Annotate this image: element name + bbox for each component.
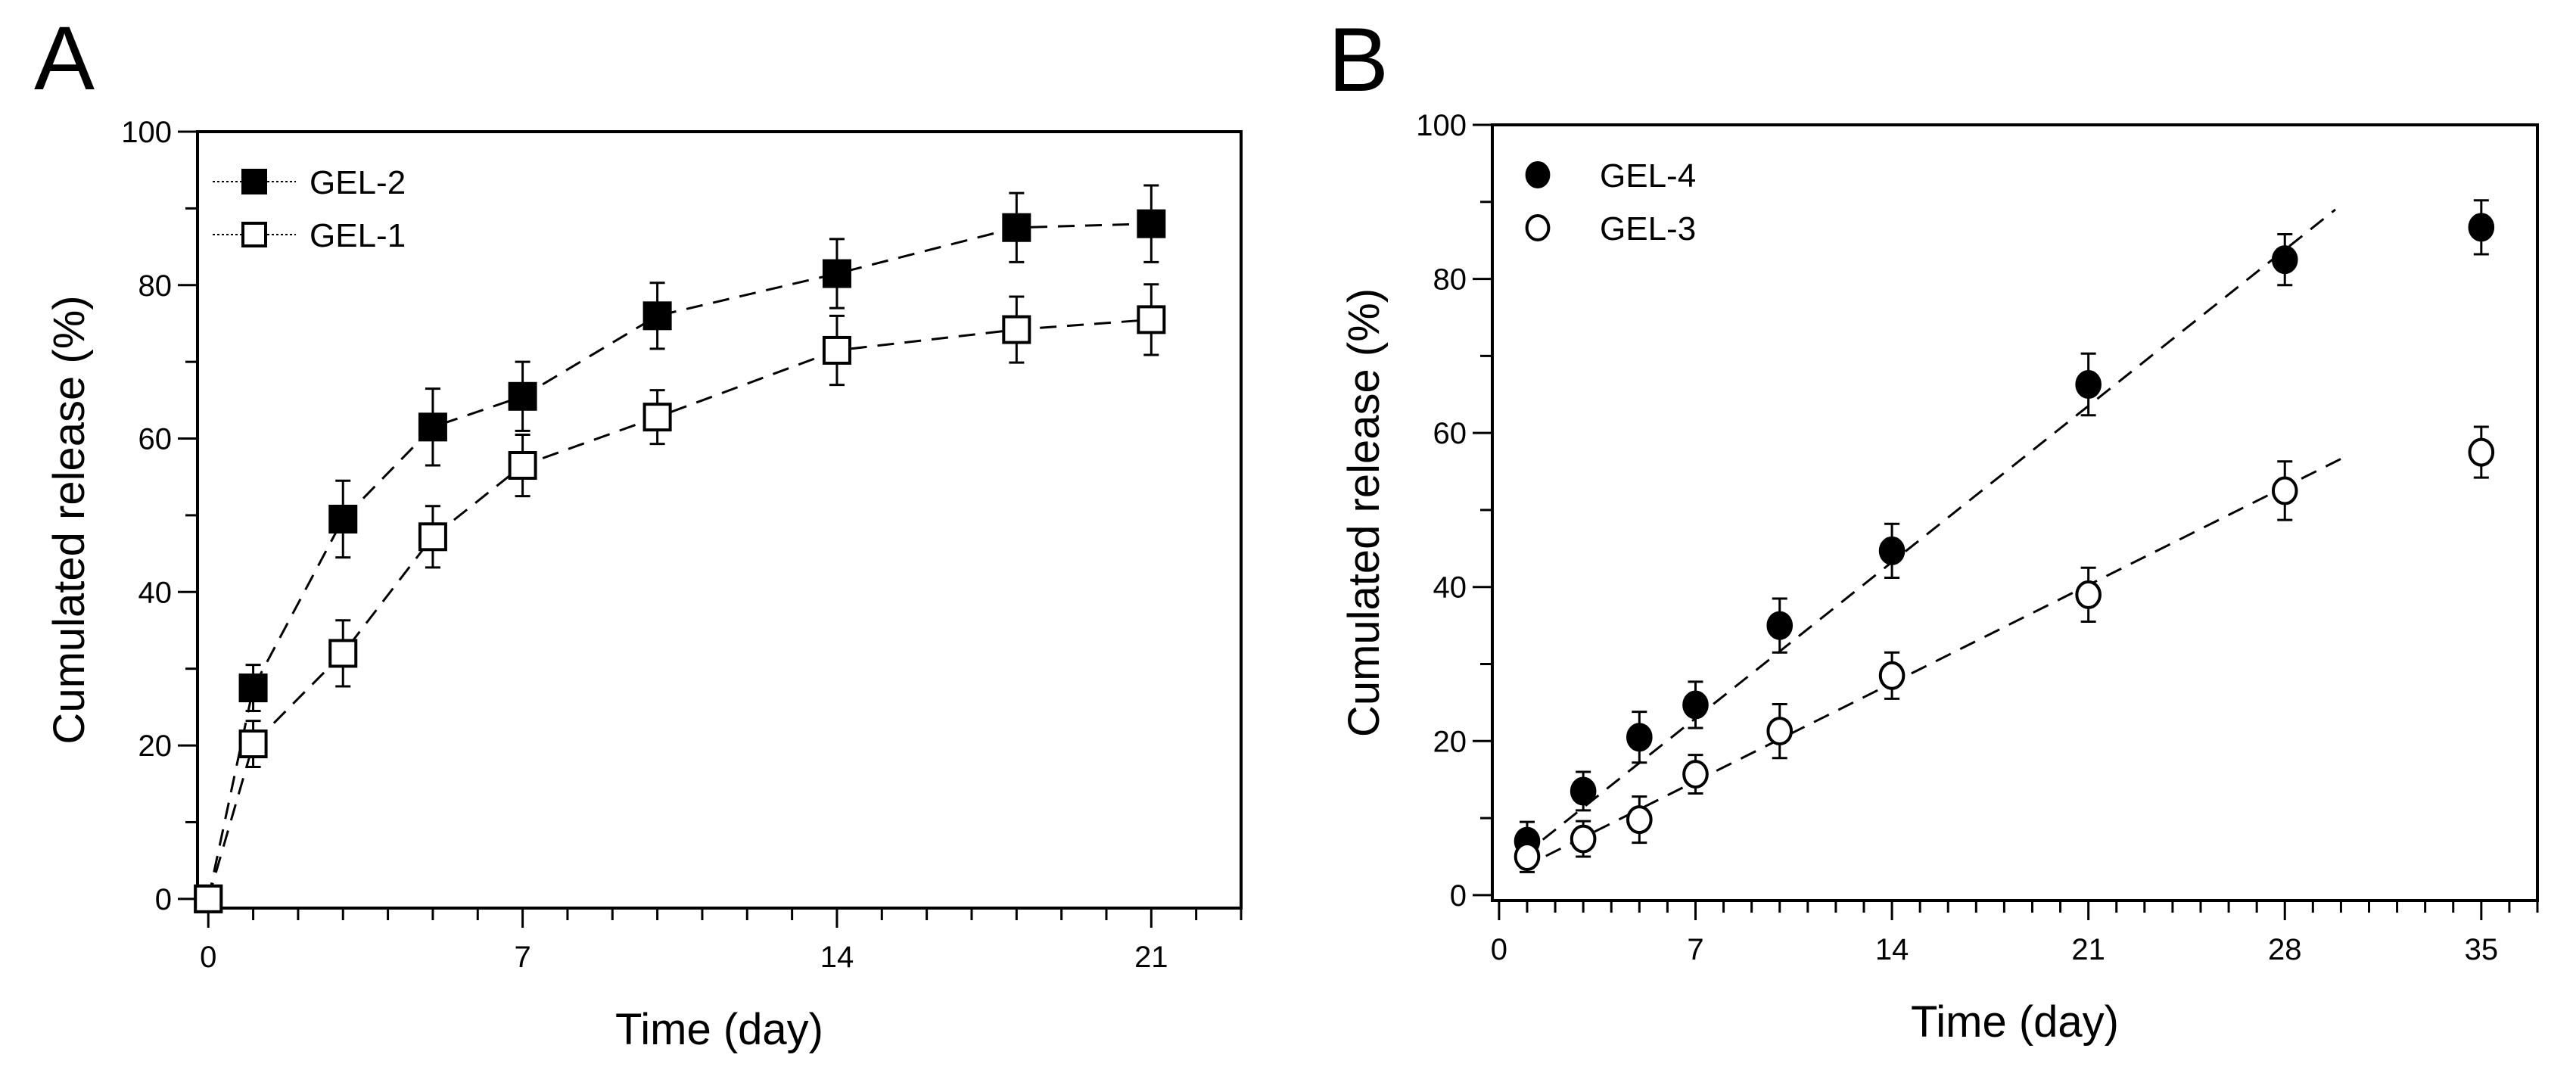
data-point	[1766, 611, 1794, 640]
data-point	[418, 522, 447, 552]
data-point	[1878, 536, 1906, 565]
legend-label: GEL-2	[310, 164, 406, 201]
y-tick-label: 20	[1433, 725, 1467, 758]
y-tick-label: 40	[1433, 571, 1467, 605]
x-axis-title: Time (day)	[1911, 997, 2119, 1047]
data-point	[1682, 690, 1709, 720]
y-tick-label: 100	[1416, 109, 1467, 142]
data-point	[2075, 370, 2102, 400]
data-point	[822, 335, 851, 365]
x-tick-label: 14	[820, 941, 854, 974]
panel-label-b: B	[1328, 9, 1389, 110]
y-tick-label: 100	[121, 116, 172, 149]
data-point	[508, 451, 537, 481]
x-tick-label: 28	[2268, 933, 2302, 966]
data-point	[238, 673, 268, 703]
panel-label-a: A	[34, 8, 95, 109]
data-point	[1570, 824, 1597, 854]
data-point	[2468, 213, 2495, 242]
data-point	[1137, 305, 1166, 334]
y-tick-label: 20	[138, 729, 173, 763]
plot-frame	[196, 130, 1243, 910]
x-tick-label: 21	[2071, 933, 2105, 966]
data-point	[1514, 841, 1541, 871]
data-point	[1002, 213, 1031, 242]
data-point	[418, 412, 447, 442]
fit-line	[1520, 208, 2336, 858]
data-point	[328, 504, 358, 534]
legend-marker	[241, 222, 267, 247]
data-point	[1682, 760, 1709, 789]
series-gel-1	[194, 283, 1166, 913]
data-point	[642, 301, 672, 331]
data-point	[2075, 580, 2102, 609]
legend-marker	[241, 169, 267, 194]
legend-label: GEL-1	[310, 217, 406, 254]
data-point	[2271, 245, 2298, 275]
series-gel-4	[1514, 199, 2495, 862]
legend-label: GEL-3	[1600, 210, 1696, 247]
chart-a: 0 7 14 21 0 20 40 60 80 100 Time (day) Cumulated re…	[45, 116, 1243, 1054]
chart-b: 0 7 14 21 28 35 0 20 40 60 80 100 Time (day) Cumulate…	[1339, 109, 2539, 1047]
data-point	[1626, 723, 1653, 752]
data-point	[238, 729, 268, 759]
y-tick-label: 0	[155, 883, 172, 916]
y-axis-title: Cumulated release (%)	[45, 295, 94, 744]
plot-frame	[1491, 123, 2539, 902]
x-tick-label: 21	[1134, 941, 1168, 974]
data-point	[194, 884, 223, 913]
data-point	[2271, 476, 2298, 506]
x-tick-label: 35	[2465, 933, 2499, 966]
x-axis-title: Time (day)	[615, 1005, 823, 1054]
series-gel-3	[1514, 425, 2495, 873]
x-tick-label: 7	[514, 941, 530, 974]
data-point	[1626, 805, 1653, 835]
data-point	[508, 381, 537, 411]
y-axis-title: Cumulated release (%)	[1339, 288, 1389, 737]
y-tick-label: 60	[138, 423, 173, 456]
data-point	[328, 639, 358, 668]
data-point	[1002, 315, 1031, 344]
legend-item: GEL-2	[213, 164, 406, 201]
data-point	[1878, 661, 1906, 690]
data-point	[642, 403, 672, 432]
data-point	[1766, 717, 1794, 746]
legend-item: GEL-1	[213, 217, 406, 254]
x-tick-label: 0	[200, 941, 216, 974]
data-point	[822, 259, 851, 288]
legend-label: GEL-4	[1600, 157, 1696, 194]
fit-line	[1520, 455, 2347, 869]
series-gel-2	[194, 184, 1166, 913]
legend-item: GEL-3	[1525, 210, 1696, 247]
y-tick-label: 0	[1450, 879, 1467, 913]
legend-marker	[1525, 161, 1551, 188]
data-point	[1137, 209, 1166, 238]
data-point	[2468, 437, 2495, 467]
data-point	[1570, 776, 1597, 806]
x-tick-label: 7	[1687, 933, 1703, 966]
series-line	[207, 318, 1152, 900]
legend-marker	[1525, 214, 1551, 241]
y-tick-label: 60	[1433, 417, 1467, 450]
x-tick-label: 14	[1875, 933, 1909, 966]
x-tick-label: 0	[1491, 933, 1507, 966]
y-tick-label: 80	[138, 269, 173, 303]
y-tick-label: 80	[1433, 263, 1467, 297]
y-tick-label: 40	[138, 576, 173, 609]
legend-item: GEL-4	[1525, 157, 1696, 194]
